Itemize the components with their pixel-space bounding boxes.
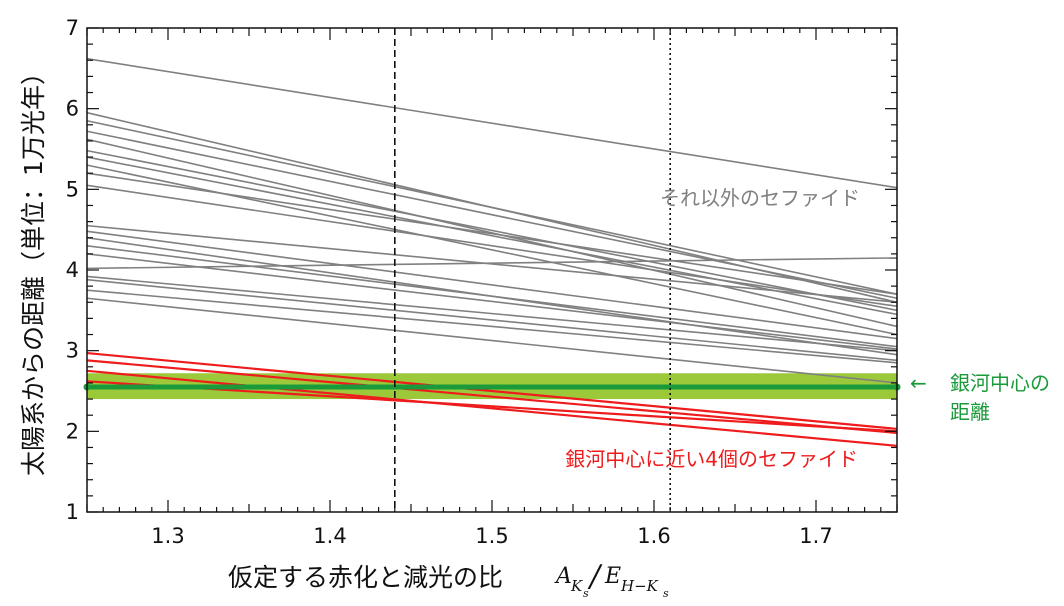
galactic-center-line-layer — [83, 383, 901, 391]
near-cepheid-line-1 — [86, 351, 898, 431]
x-tick-label: 1.3 — [151, 524, 184, 548]
formula-e-sub: H−K — [620, 577, 659, 595]
other-cepheid-line-16 — [86, 257, 898, 270]
y-ticks-layer: 1 2 3 4 5 6 7 — [66, 16, 897, 524]
other-cepheid-line-17 — [86, 275, 898, 352]
formula-slash: / — [587, 559, 603, 594]
formula-e-subsub: s — [663, 587, 669, 600]
x-tick-label: 1.6 — [637, 524, 670, 548]
x-tick-label: 1.7 — [799, 524, 832, 548]
formula-a-subsub: s — [583, 587, 589, 600]
other-cepheid-line-10 — [86, 184, 898, 308]
y-tick-label: 2 — [66, 419, 79, 443]
other-cepheid-line-15 — [86, 253, 898, 350]
near-cepheid-line-3 — [86, 369, 898, 447]
legend-other-cepheids: それ以外のセファイド — [660, 186, 860, 210]
other-cepheid-line-3 — [86, 119, 898, 295]
galactic-center-label-line1: 銀河中心の — [950, 371, 1050, 395]
galactic-center-arrow: ← — [910, 371, 927, 395]
y-tick-label: 4 — [66, 258, 79, 282]
galactic-center-label-line2: 距離 — [950, 400, 990, 424]
y-tick-label: 3 — [66, 339, 79, 363]
other-cepheid-line-4 — [86, 130, 898, 300]
near-cepheid-line-4 — [86, 380, 898, 433]
near-cepheid-line-2 — [86, 359, 898, 435]
x-ticks-layer: 1.3 1.4 1.5 1.6 1.7 — [86, 28, 898, 548]
plot-frame — [86, 27, 898, 513]
other-cepheid-line-11 — [86, 224, 898, 304]
other-cepheid-line-9 — [86, 172, 898, 295]
formula-a: A — [554, 564, 572, 589]
y-tick-label: 6 — [66, 97, 79, 121]
other-cepheid-line-19 — [86, 289, 898, 364]
formula-e: E — [604, 564, 621, 589]
x-tick-label: 1.4 — [313, 524, 346, 548]
other-cepheid-line-20 — [86, 297, 898, 384]
other-cepheid-line-6 — [86, 149, 898, 312]
formula-a-sub: K — [570, 577, 583, 595]
y-tick-label: 7 — [66, 16, 79, 40]
x-axis-formula: A K s / E H−K s — [554, 559, 669, 600]
y-axis-title: 太陽系からの距離（単位：1万光年） — [19, 60, 48, 476]
legend-near-cepheids: 銀河中心に近い4個のセファイド — [565, 447, 858, 471]
plot-frame-layer — [86, 27, 898, 513]
other-cepheid-line-7 — [86, 156, 898, 316]
other-cepheid-line-14 — [86, 245, 898, 348]
series-layer — [86, 57, 898, 447]
other-cepheid-line-18 — [86, 278, 898, 362]
x-tick-label: 1.5 — [475, 524, 508, 548]
x-axis-title: 仮定する赤化と減光の比 — [228, 563, 503, 592]
y-tick-label: 1 — [66, 500, 79, 524]
y-tick-label: 5 — [66, 177, 79, 201]
reference-lines-layer — [393, 28, 672, 512]
other-cepheid-line-1 — [86, 57, 898, 189]
other-cepheid-line-12 — [86, 230, 898, 340]
